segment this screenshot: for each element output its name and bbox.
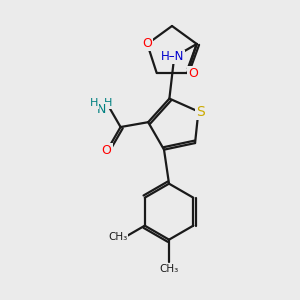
Text: N: N [97,103,106,116]
Text: O: O [142,38,152,50]
Text: H: H [103,98,112,108]
Text: H–N: H–N [160,50,184,64]
Text: O: O [102,144,112,157]
Text: CH₃: CH₃ [108,232,127,242]
Text: H: H [89,98,98,108]
Text: S: S [196,104,205,118]
Text: CH₃: CH₃ [159,264,178,274]
Text: O: O [188,67,198,80]
